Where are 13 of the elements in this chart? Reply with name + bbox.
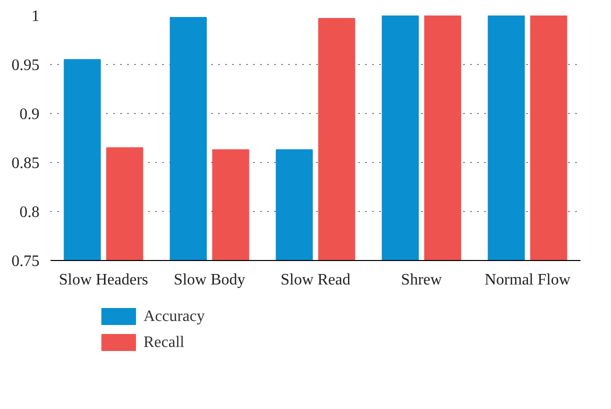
y-tick-label: 0.85 bbox=[12, 155, 40, 172]
y-tick-label: 0.95 bbox=[12, 57, 40, 74]
x-tick-label: Slow Body bbox=[174, 272, 246, 288]
legend-label: Recall bbox=[143, 334, 185, 351]
y-tick-label: 1 bbox=[32, 8, 40, 25]
y-tick-label: 0.8 bbox=[20, 204, 40, 221]
y-tick-label: 0.9 bbox=[20, 106, 40, 123]
legend-label: Accuracy bbox=[143, 308, 205, 325]
x-tick-label: Shrew bbox=[401, 272, 442, 288]
x-tick-label: Slow Headers bbox=[58, 272, 148, 288]
y-tick-label: 0.75 bbox=[12, 253, 40, 270]
x-tick-label: Slow Read bbox=[280, 272, 350, 288]
x-tick-label: Normal Flow bbox=[484, 272, 571, 288]
